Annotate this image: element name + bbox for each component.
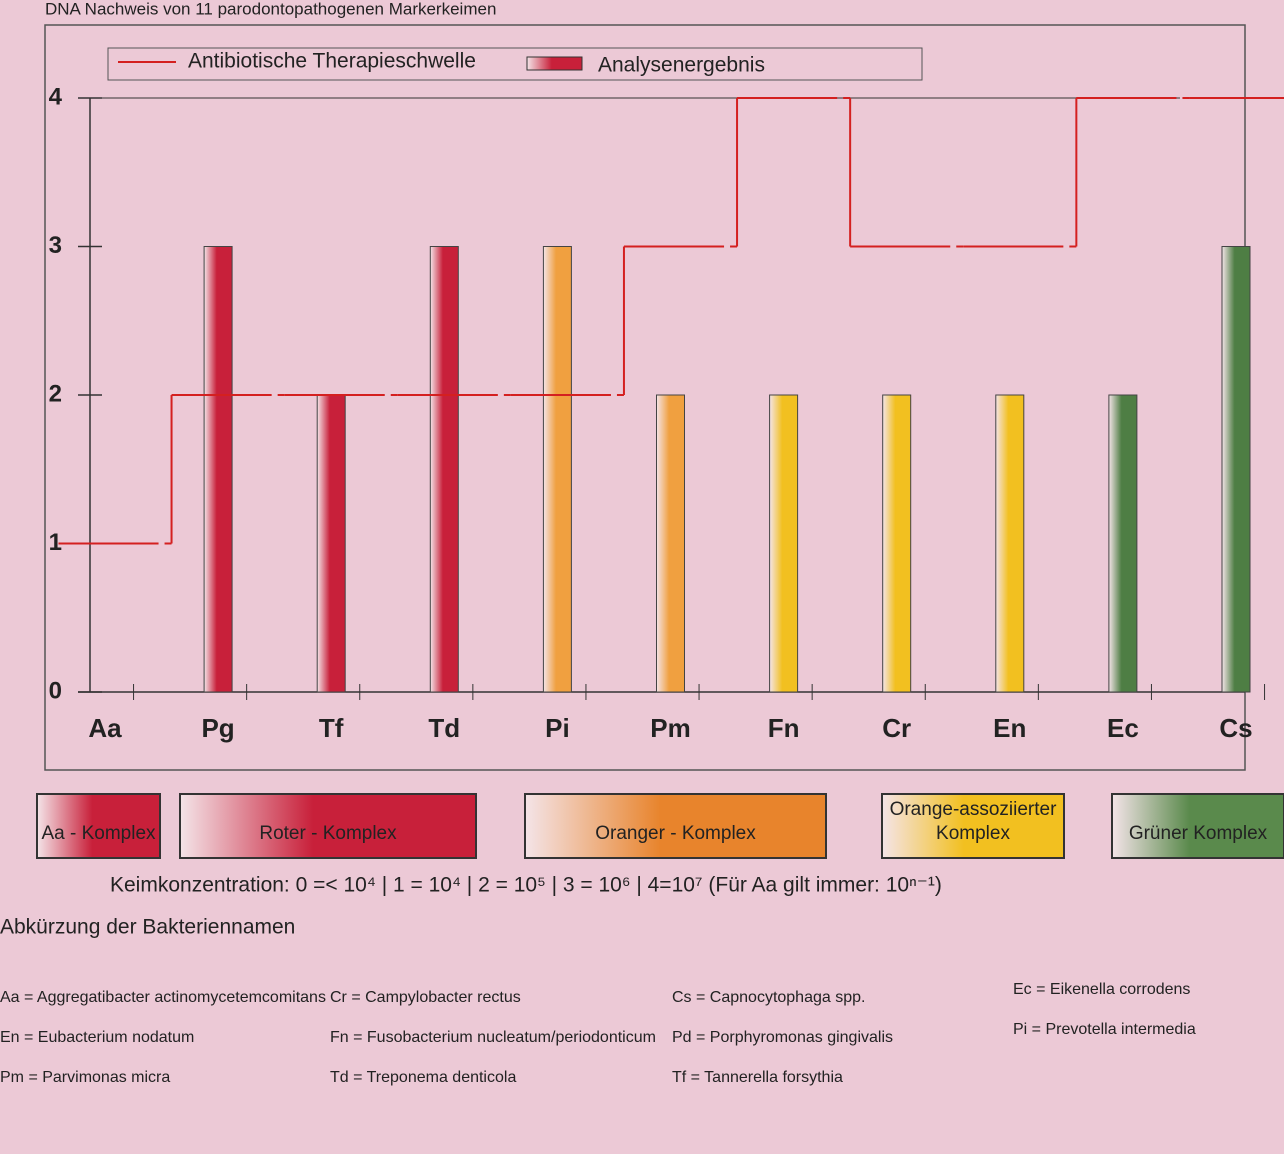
x-tick-label: Pm (650, 713, 690, 743)
y-tick-label: 2 (49, 380, 62, 407)
x-tick-label: En (993, 713, 1026, 743)
complex-box (1111, 793, 1284, 859)
legend-label: Antibiotische Therapieschwelle (188, 50, 476, 73)
bar (316, 394, 346, 693)
abbrev-item: Cs = Capnocytophaga spp. (672, 989, 865, 1006)
abbrev-item: Fn = Fusobacterium nucleatum/periodontic… (330, 1029, 656, 1046)
legend-label: Analysenergebnis (598, 54, 765, 77)
abbrev-item: Pd = Porphyromonas gingivalis (672, 1029, 893, 1046)
x-tick-label: Fn (768, 713, 800, 743)
abbrev-title: Abkürzung der Bakteriennamen (0, 916, 295, 939)
bar (1221, 246, 1251, 693)
complex-label: Aa - Komplex (41, 823, 156, 844)
abbrev-item: Tf = Tannerella forsythia (672, 1069, 843, 1086)
y-tick-label: 4 (49, 83, 63, 110)
y-tick-label: 3 (49, 232, 62, 259)
bar (542, 246, 572, 693)
bar (769, 394, 799, 693)
complex-label: Oranger - Komplex (595, 823, 756, 844)
complex-label: Orange-assoziierter Komplex (890, 799, 1058, 844)
x-tick-label: Cr (882, 713, 911, 743)
x-tick-label: Tf (319, 713, 344, 743)
y-tick-label: 0 (49, 677, 62, 704)
complex-label: Roter - Komplex (259, 823, 397, 844)
complex-box (36, 793, 161, 859)
complex-label: Grüner Komplex (1129, 823, 1268, 844)
y-tick-label: 1 (49, 529, 62, 556)
x-tick-label: Cs (1219, 713, 1252, 743)
x-tick-label: Pi (545, 713, 570, 743)
legend-box (107, 47, 923, 81)
bar (995, 394, 1025, 693)
abbrev-item: Pm = Parvimonas micra (0, 1069, 170, 1086)
chart-title: DNA Nachweis von 11 parodontopathogenen … (45, 0, 496, 18)
bar (1108, 394, 1138, 693)
complex-label-line: Orange-assoziierter (890, 799, 1058, 820)
abbrev-item: Pi = Prevotella intermedia (1013, 1021, 1196, 1038)
abbrev-item: Td = Treponema denticola (330, 1069, 516, 1086)
x-tick-label: Ec (1107, 713, 1139, 743)
abbrev-item: Cr = Campylobacter rectus (330, 989, 521, 1006)
abbrev-item: Ec = Eikenella corrodens (1013, 981, 1190, 998)
complex-box (179, 793, 477, 859)
note: Keimkonzentration: 0 =< 10⁴ | 1 = 10⁴ | … (110, 874, 942, 897)
bar (882, 394, 912, 693)
legend-swatch (526, 56, 583, 71)
bar (656, 394, 685, 693)
complex-label-line: Komplex (936, 823, 1010, 844)
x-tick-label: Td (428, 713, 460, 743)
bar (429, 246, 459, 693)
complex-box (524, 793, 827, 859)
bar (203, 246, 233, 693)
complex-box (881, 793, 1065, 859)
abbrev-item: Aa = Aggregatibacter actinomycetemcomita… (0, 989, 326, 1006)
abbrev-item: En = Eubacterium nodatum (0, 1029, 194, 1046)
x-tick-label: Pg (201, 713, 234, 743)
x-tick-label: Aa (88, 713, 122, 743)
